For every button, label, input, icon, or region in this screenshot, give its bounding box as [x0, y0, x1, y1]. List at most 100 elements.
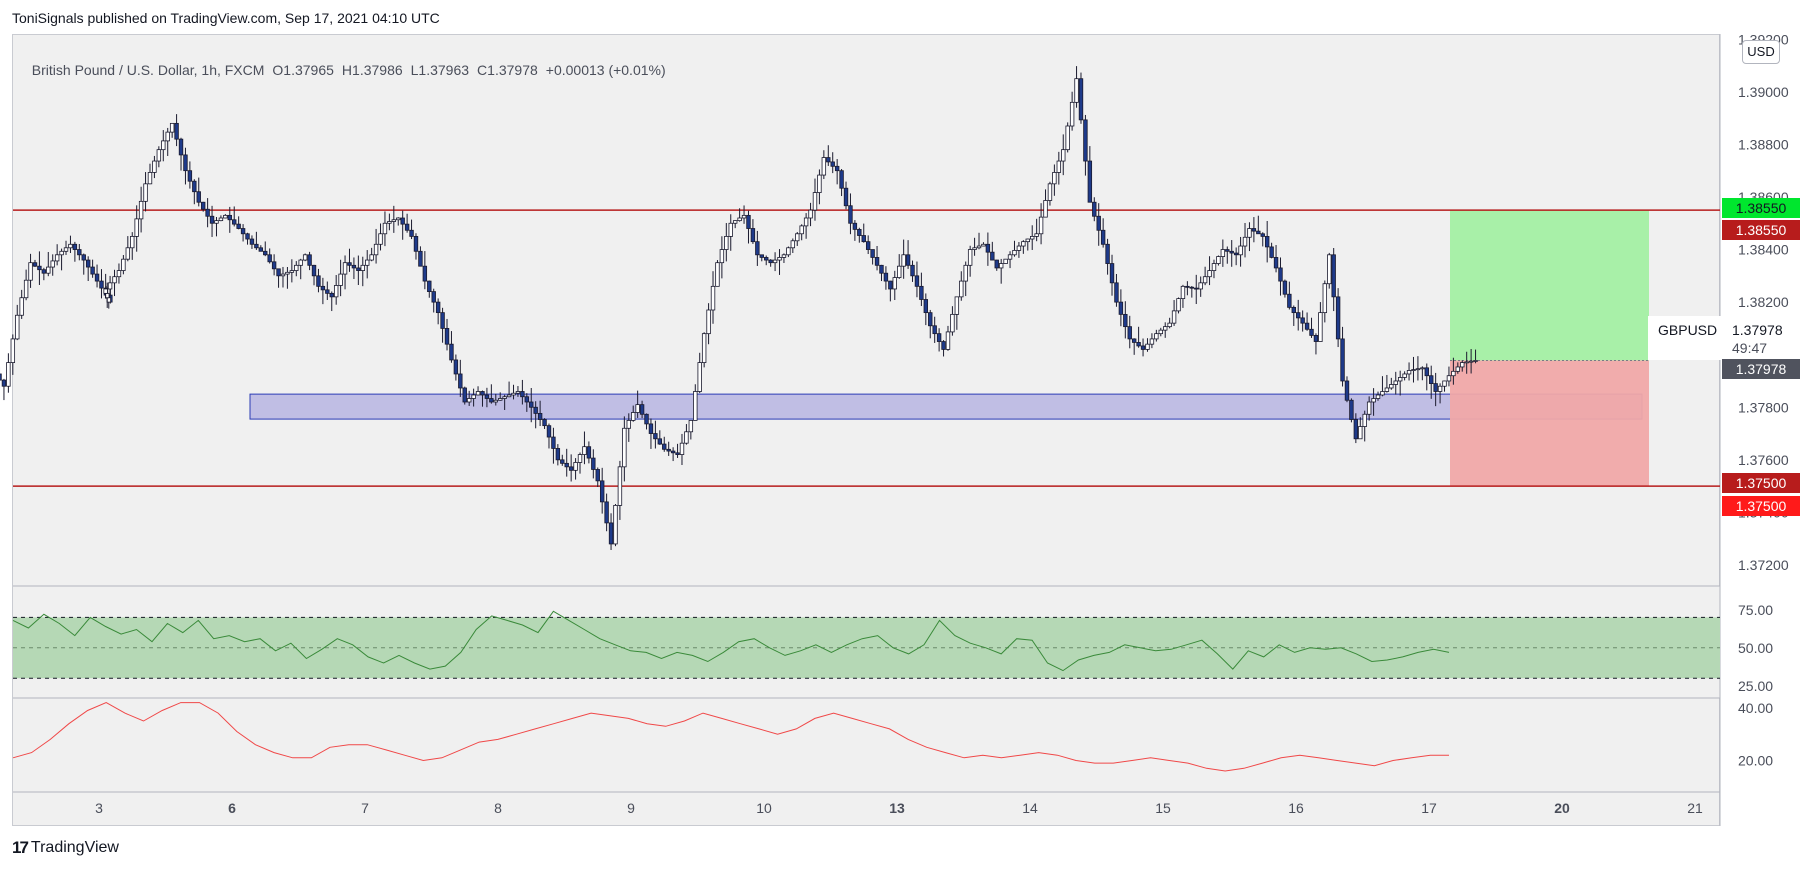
candle: [599, 467, 605, 514]
candle-body: [701, 333, 707, 363]
candle: [653, 420, 658, 449]
candle: [1468, 348, 1474, 374]
candle: [169, 122, 175, 138]
candle: [932, 316, 937, 343]
candle-body: [227, 214, 232, 221]
candle-body: [874, 257, 880, 266]
candle: [1420, 366, 1425, 381]
candle-body: [950, 313, 955, 333]
candle-body: [963, 264, 968, 282]
candle: [688, 419, 694, 440]
candle: [37, 251, 42, 285]
candle: [511, 384, 516, 400]
candle: [843, 181, 849, 210]
candle-body: [103, 288, 108, 294]
candle-body: [409, 229, 414, 237]
currency-button[interactable]: USD: [1742, 40, 1780, 64]
candle-body: [294, 264, 299, 271]
candle-body: [990, 251, 995, 261]
candle-body: [985, 243, 991, 253]
candle: [165, 127, 170, 156]
candle-body: [1464, 361, 1469, 364]
candle: [28, 253, 33, 288]
price-tick-label: 1.38400: [1738, 242, 1789, 258]
candle-body: [462, 387, 467, 403]
candle: [1247, 222, 1252, 252]
candle: [360, 256, 365, 287]
candle-body: [520, 391, 525, 398]
candle: [945, 325, 951, 351]
candle-body: [1180, 285, 1186, 300]
candle: [542, 418, 547, 429]
candle-body: [28, 262, 33, 281]
candle-body: [431, 291, 436, 303]
price-tick-label: 1.39000: [1738, 84, 1789, 100]
candle-body: [498, 398, 503, 401]
demand-zone-rect: [249, 393, 1643, 420]
candle: [1074, 66, 1079, 108]
candle: [205, 198, 210, 228]
candle: [329, 291, 334, 312]
candle: [1300, 310, 1305, 332]
candle-body: [249, 238, 255, 245]
candle: [520, 379, 525, 405]
candle: [719, 236, 725, 279]
candle-body: [524, 396, 530, 403]
candle: [480, 390, 485, 407]
candle-body: [458, 373, 463, 389]
candle-body: [90, 266, 95, 275]
candle-body: [910, 264, 915, 277]
legend-symbol[interactable]: British Pound / U.S. Dollar, 1h, FXCM: [31, 62, 265, 78]
tradingview-logo[interactable]: 17 TradingView: [12, 838, 119, 858]
candle: [435, 298, 441, 325]
candle-body: [994, 259, 999, 269]
tradingview-logo-text: TradingView: [30, 839, 119, 856]
candle: [1233, 247, 1239, 266]
candle-body: [622, 427, 627, 468]
candle-body: [1380, 391, 1385, 396]
candle: [1389, 377, 1394, 390]
candle: [192, 179, 197, 205]
candle-body: [85, 259, 91, 268]
candle: [453, 354, 459, 381]
candle: [812, 178, 818, 221]
candle: [662, 436, 667, 452]
candle: [546, 423, 552, 449]
candle-body: [1433, 383, 1438, 392]
candle-body: [954, 296, 960, 315]
candle: [1260, 232, 1265, 247]
candle: [68, 235, 73, 254]
candle: [568, 454, 574, 482]
candle-body: [329, 292, 334, 298]
candle-body: [932, 325, 937, 335]
candle-body: [271, 261, 277, 270]
candle: [404, 213, 410, 233]
candle-body: [923, 299, 929, 314]
candle-body: [537, 412, 543, 420]
candle: [706, 303, 711, 345]
candle-body: [1304, 322, 1310, 330]
oscillator-2-tick-label: 40.00: [1738, 700, 1773, 716]
candle-body: [799, 225, 804, 235]
candle: [316, 268, 321, 293]
candle-body: [608, 522, 614, 545]
candle-body: [1131, 338, 1137, 343]
candle-body: [1353, 419, 1359, 440]
candle: [852, 220, 858, 241]
candle-body: [945, 331, 951, 350]
candle: [910, 260, 915, 282]
candle-body: [657, 438, 663, 445]
candle: [959, 271, 964, 301]
candle: [830, 152, 835, 174]
candle: [772, 252, 778, 272]
candle: [564, 448, 569, 477]
candle-body: [976, 245, 982, 249]
candle: [1154, 329, 1159, 342]
candle: [1251, 217, 1257, 243]
candle: [1429, 365, 1434, 399]
candle-body: [1096, 215, 1101, 231]
candle-body: [1366, 401, 1372, 415]
candle-body: [533, 406, 538, 414]
candle-body: [888, 280, 893, 290]
